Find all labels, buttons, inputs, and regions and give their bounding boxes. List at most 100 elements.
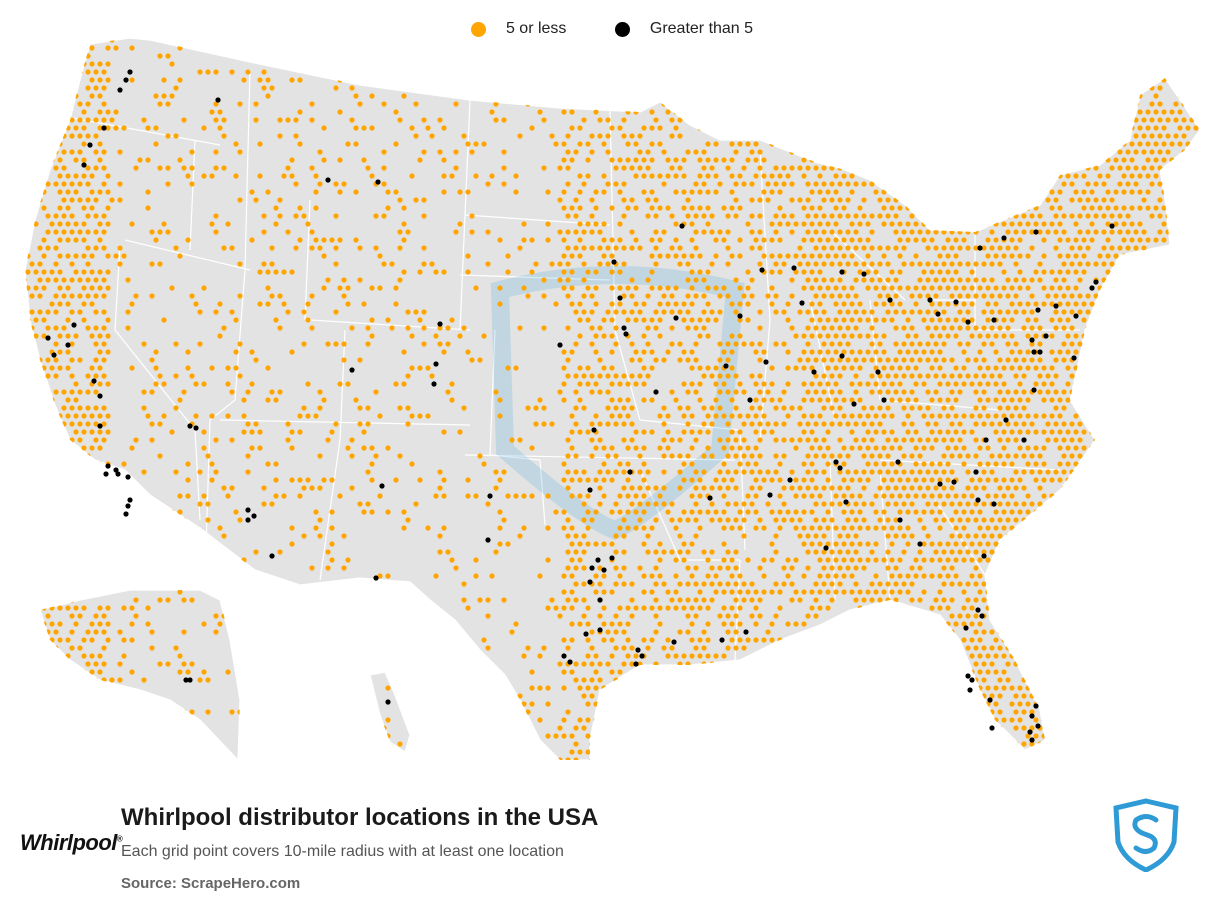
grid-point: [1205, 389, 1210, 394]
grid-point: [825, 189, 831, 195]
grid-point: [1005, 85, 1011, 91]
grid-point: [645, 213, 651, 219]
grid-point: [1137, 333, 1143, 339]
grid-point: [1117, 405, 1123, 411]
grid-point: [925, 469, 931, 475]
grid-point: [969, 413, 975, 419]
grid-point: [869, 357, 875, 363]
grid-point: [1029, 341, 1035, 347]
grid-point: [797, 533, 803, 539]
grid-point: [1021, 373, 1027, 379]
grid-point: [153, 365, 159, 371]
grid-point: [737, 525, 743, 531]
grid-point: [717, 181, 723, 187]
grid-point: [181, 389, 187, 395]
grid-point: [653, 501, 659, 507]
grid-point: [201, 429, 207, 435]
grid-point: [769, 381, 775, 387]
grid-point: [925, 117, 931, 123]
grid-point: [637, 149, 643, 155]
grid-point: [1145, 541, 1151, 547]
grid-point: [1125, 517, 1131, 523]
grid-point: [341, 277, 347, 283]
grid-point: [397, 277, 403, 283]
grid-point: [1077, 101, 1083, 107]
grid-point: [1117, 149, 1123, 155]
grid-point: [685, 325, 691, 331]
grid-point: [961, 317, 967, 323]
grid-point: [993, 429, 999, 435]
grid-point: [1201, 253, 1206, 258]
grid-point: [209, 557, 215, 563]
grid-point: [873, 269, 879, 275]
grid-point: [821, 245, 827, 251]
grid-point: [693, 277, 699, 283]
grid-point: [829, 38, 835, 43]
grid-point: [769, 269, 775, 275]
grid-point: [1149, 261, 1155, 267]
grid-point: [861, 117, 867, 123]
grid-point: [997, 245, 1003, 251]
grid-point: [41, 461, 47, 467]
grid-point: [145, 157, 151, 163]
grid-point: [33, 285, 39, 291]
grid-point: [229, 245, 235, 251]
grid-point: [153, 141, 159, 147]
grid-point: [613, 101, 619, 107]
grid-point: [1189, 341, 1195, 347]
grid-point: [973, 245, 979, 251]
grid-point: [265, 397, 271, 403]
grid-point: [1113, 365, 1119, 371]
grid-point: [945, 445, 951, 451]
grid-point: [881, 45, 887, 51]
grid-point: [197, 501, 203, 507]
grid-point: [705, 333, 711, 339]
grid-point: [1157, 549, 1163, 555]
grid-point: [665, 109, 671, 115]
grid-point: [329, 429, 335, 435]
grid-point: [1061, 277, 1067, 283]
grid-point: [937, 253, 943, 259]
grid-point: [901, 533, 907, 539]
grid-point: [813, 533, 819, 539]
grid-point: [561, 365, 567, 371]
grid-point: [869, 373, 875, 379]
grid-point: [877, 197, 883, 203]
grid-point: [1073, 77, 1079, 83]
grid-point: [1105, 237, 1111, 243]
grid-point: [41, 61, 47, 67]
grid-point: [1137, 349, 1143, 355]
grid-point: [1049, 429, 1055, 435]
grid-point: [1193, 45, 1199, 51]
grid-point: [577, 333, 583, 339]
grid-point: [65, 365, 71, 371]
grid-point: [1181, 293, 1187, 299]
grid-point: [621, 373, 627, 379]
grid-point: [69, 38, 75, 43]
grid-point: [385, 205, 391, 211]
grid-point: [629, 229, 635, 235]
grid-point: [97, 77, 103, 83]
grid-point: [321, 397, 327, 403]
grid-point: [89, 413, 95, 419]
grid-point: [353, 141, 359, 147]
grid-point: [1169, 477, 1175, 483]
grid-point: [825, 125, 831, 131]
grid-point: [733, 373, 739, 379]
grid-point: [1073, 285, 1079, 291]
grid-point: [1029, 133, 1035, 139]
grid-point: [633, 141, 639, 147]
grid-point: [341, 181, 347, 187]
grid-point: [1117, 229, 1123, 235]
grid-point: [1201, 141, 1206, 146]
grid-point: [697, 253, 703, 259]
grid-point: [877, 405, 883, 411]
grid-point: [901, 549, 907, 555]
grid-point: [1089, 205, 1095, 211]
grid-point: [625, 397, 631, 403]
grid-point: [1173, 245, 1179, 251]
grid-point: [449, 557, 455, 563]
grid-point: [1089, 349, 1095, 355]
grid-point: [1049, 477, 1055, 483]
grid-point: [301, 533, 307, 539]
